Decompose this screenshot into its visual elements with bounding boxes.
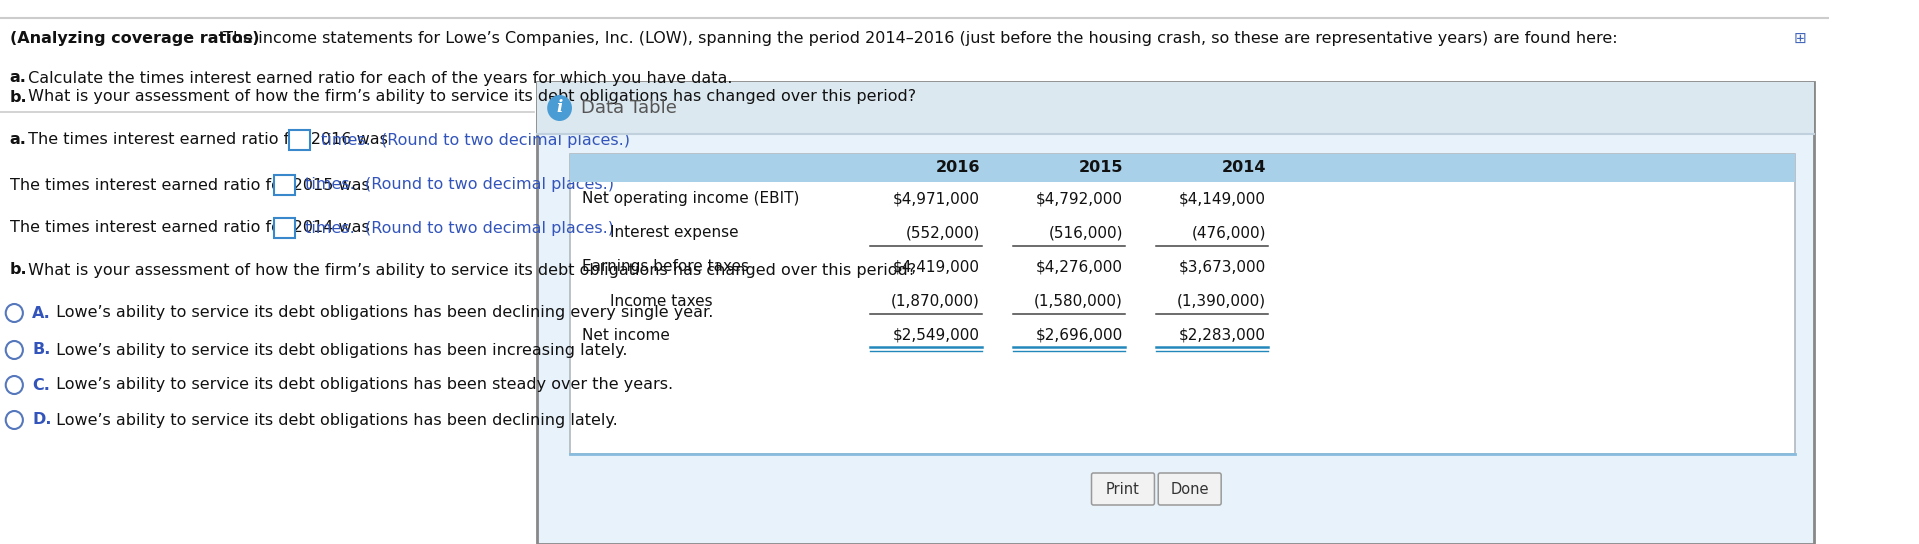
Text: ⊞: ⊞ xyxy=(1794,30,1806,46)
Text: Net operating income (EBIT): Net operating income (EBIT) xyxy=(581,191,798,207)
Text: Interest expense: Interest expense xyxy=(610,226,739,240)
Text: C.: C. xyxy=(33,378,50,393)
Text: $4,971,000: $4,971,000 xyxy=(892,191,981,207)
Text: b.: b. xyxy=(10,90,27,104)
Text: $4,276,000: $4,276,000 xyxy=(1036,259,1123,275)
Bar xyxy=(537,82,1813,544)
Text: What is your assessment of how the firm’s ability to service its debt obligation: What is your assessment of how the firm’… xyxy=(23,90,915,104)
Text: Lowe’s ability to service its debt obligations has been declining every single y: Lowe’s ability to service its debt oblig… xyxy=(52,306,714,320)
Bar xyxy=(570,154,1794,454)
Text: A.: A. xyxy=(33,306,52,320)
Bar xyxy=(290,130,309,150)
Text: Lowe’s ability to service its debt obligations has been declining lately.: Lowe’s ability to service its debt oblig… xyxy=(52,412,618,428)
Text: i: i xyxy=(557,100,562,116)
Text: (516,000): (516,000) xyxy=(1048,226,1123,240)
Text: Done: Done xyxy=(1171,481,1209,497)
Text: times.  (Round to two decimal places.): times. (Round to two decimal places.) xyxy=(299,220,614,236)
Bar xyxy=(570,154,1794,182)
Text: Calculate the times interest earned ratio for each of the years for which you ha: Calculate the times interest earned rati… xyxy=(23,71,733,85)
Text: Income taxes: Income taxes xyxy=(610,294,712,308)
Text: (1,870,000): (1,870,000) xyxy=(890,294,981,308)
Text: The times interest earned ratio for 2015 was: The times interest earned ratio for 2015… xyxy=(10,177,368,193)
Bar xyxy=(274,175,294,195)
Text: Lowe’s ability to service its debt obligations has been steady over the years.: Lowe’s ability to service its debt oblig… xyxy=(52,378,674,393)
Text: Lowe’s ability to service its debt obligations has been increasing lately.: Lowe’s ability to service its debt oblig… xyxy=(52,343,628,357)
Text: $3,673,000: $3,673,000 xyxy=(1178,259,1267,275)
Text: The times interest earned ratio for 2016 was: The times interest earned ratio for 2016… xyxy=(23,133,388,147)
Text: (476,000): (476,000) xyxy=(1192,226,1267,240)
Text: times.  (Round to two decimal places.): times. (Round to two decimal places.) xyxy=(299,177,614,193)
Text: (1,580,000): (1,580,000) xyxy=(1034,294,1123,308)
Text: $2,283,000: $2,283,000 xyxy=(1178,327,1267,343)
Text: $2,696,000: $2,696,000 xyxy=(1036,327,1123,343)
Text: $4,149,000: $4,149,000 xyxy=(1178,191,1267,207)
Text: The times interest earned ratio for 2014 was: The times interest earned ratio for 2014… xyxy=(10,220,368,236)
Text: B.: B. xyxy=(33,343,50,357)
FancyBboxPatch shape xyxy=(1092,473,1155,505)
Text: The income statements for Lowe’s Companies, Inc. (LOW), spanning the period 2014: The income statements for Lowe’s Compani… xyxy=(219,30,1618,46)
Text: $2,549,000: $2,549,000 xyxy=(892,327,981,343)
Text: $4,419,000: $4,419,000 xyxy=(892,259,981,275)
Bar xyxy=(274,218,294,238)
Text: Print: Print xyxy=(1105,481,1140,497)
Text: (552,000): (552,000) xyxy=(906,226,981,240)
Text: Net income: Net income xyxy=(581,327,670,343)
Text: What is your assessment of how the firm’s ability to service its debt obligation: What is your assessment of how the firm’… xyxy=(23,263,915,277)
FancyBboxPatch shape xyxy=(1159,473,1220,505)
Text: D.: D. xyxy=(33,412,52,428)
Text: $4,792,000: $4,792,000 xyxy=(1036,191,1123,207)
Text: 2014: 2014 xyxy=(1222,160,1267,176)
Text: 2016: 2016 xyxy=(935,160,981,176)
Bar xyxy=(0,18,533,544)
Circle shape xyxy=(547,95,572,121)
Text: b.: b. xyxy=(10,263,27,277)
Text: times.  (Round to two decimal places.): times. (Round to two decimal places.) xyxy=(315,133,629,147)
Text: Data Table: Data Table xyxy=(581,99,675,117)
Text: 2015: 2015 xyxy=(1078,160,1123,176)
Text: a.: a. xyxy=(10,133,27,147)
Text: (1,390,000): (1,390,000) xyxy=(1176,294,1267,308)
Text: (Analyzing coverage ratios): (Analyzing coverage ratios) xyxy=(10,30,259,46)
Text: Earnings before taxes: Earnings before taxes xyxy=(581,259,748,275)
Text: a.: a. xyxy=(10,71,27,85)
Bar xyxy=(537,82,1813,134)
